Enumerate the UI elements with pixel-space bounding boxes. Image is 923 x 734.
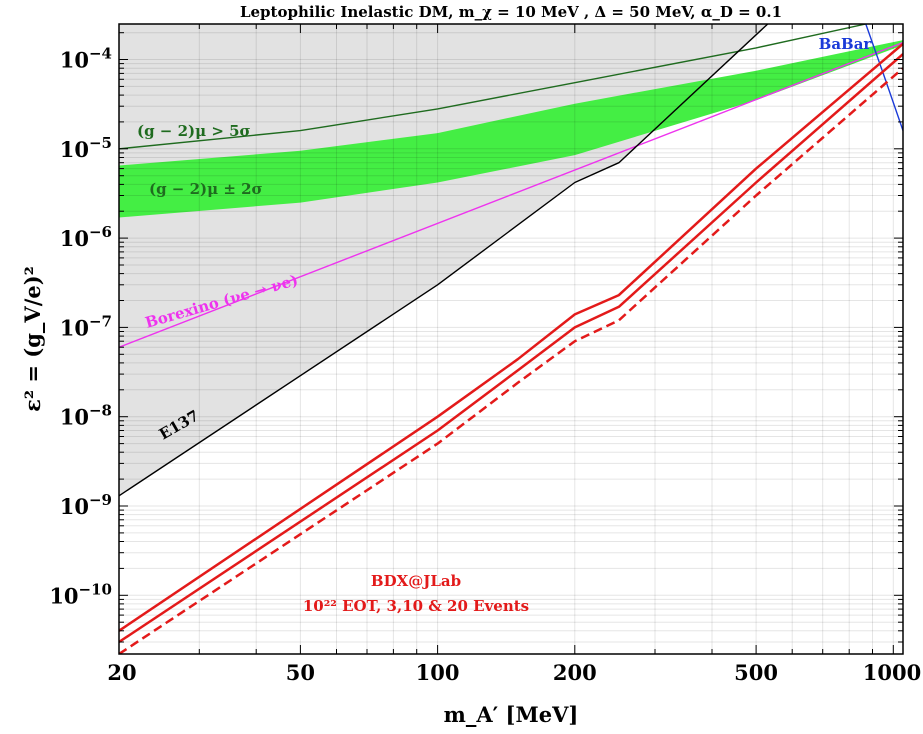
y-axis-label: ε² = (g_V/e)²: [20, 266, 45, 412]
x-tick-label: 200: [553, 660, 597, 685]
annotation-bdx-2: 10²² EOT, 3,10 & 20 Events: [303, 597, 529, 615]
y-tick-label: 10−10: [49, 580, 112, 608]
plot-frame: [118, 23, 904, 655]
series-line-3-events: [119, 42, 903, 632]
series-line-10-events: [119, 53, 903, 644]
annotation-g2-2sigma: (g − 2)μ ± 2σ: [149, 180, 263, 198]
series-line-babar: [865, 24, 903, 131]
x-tick-label: 50: [286, 660, 315, 685]
y-tick-label: 10−7: [60, 312, 112, 340]
y-tick-label: 10−5: [60, 134, 112, 162]
chart-title: Leptophilic Inelastic DM, m_χ = 10 MeV ,…: [240, 3, 782, 21]
y-tick-label: 10−4: [60, 45, 112, 73]
x-axis-label: m_A′ [MeV]: [444, 702, 579, 727]
y-tick-label: 10−6: [60, 223, 112, 251]
x-tick-label: 20: [107, 660, 136, 685]
series-line-20-events: [119, 67, 903, 654]
series-line-g-2-5: [119, 24, 866, 150]
x-tick-label: 100: [416, 660, 460, 685]
y-tick-label: 10−8: [60, 402, 112, 430]
annotation-g2-5sigma: (g − 2)μ > 5σ: [137, 122, 251, 140]
series-line-e137: [119, 24, 769, 497]
y-tick-label: 10−9: [60, 491, 112, 519]
series-line-borexino-e-e: [119, 41, 903, 348]
x-tick-label: 1000: [863, 660, 921, 685]
shaded-region--g-2-2-: [119, 40, 903, 218]
annotation-babar: BaBar: [819, 35, 873, 53]
shaded-region-e137: [119, 24, 903, 496]
x-tick-label: 500: [734, 660, 778, 685]
annotation-bdx-1: BDX@JLab: [371, 572, 461, 590]
